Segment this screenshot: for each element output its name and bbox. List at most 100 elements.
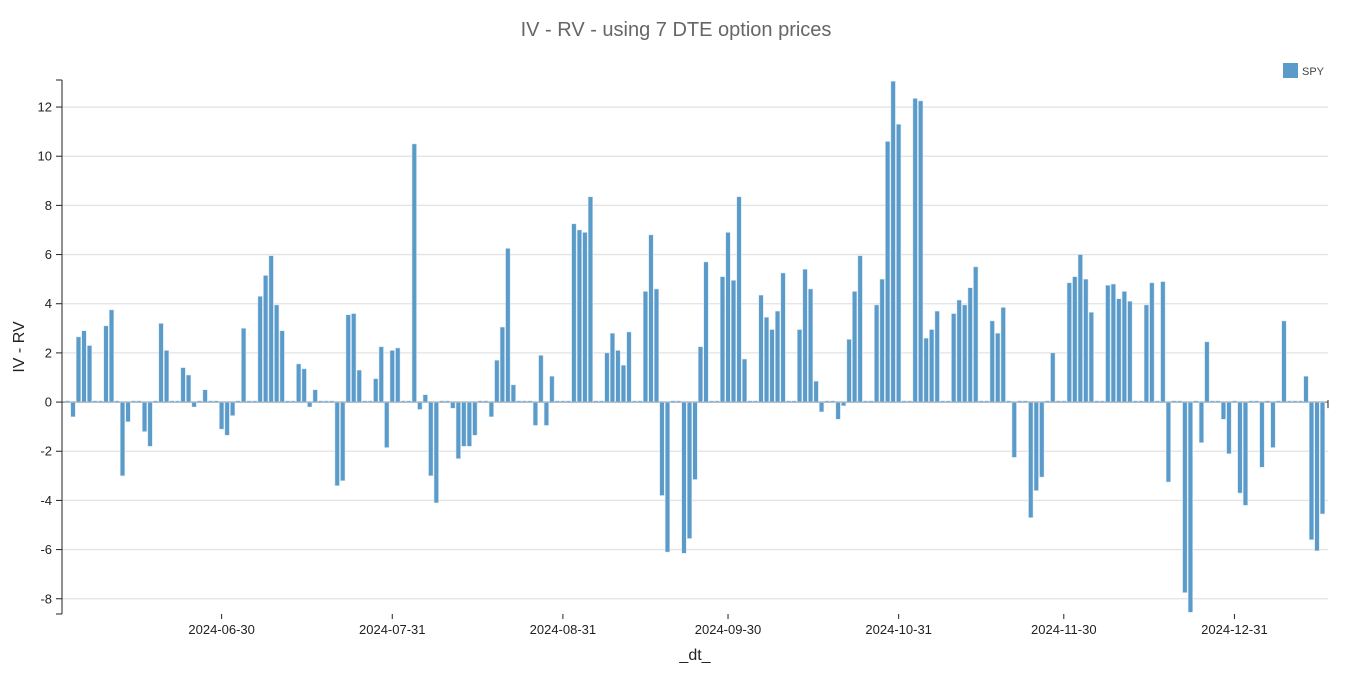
bar [334,401,340,486]
bar [406,400,412,403]
bar [483,400,489,403]
bar [1033,401,1039,491]
bar [356,369,362,403]
x-tick-label: 2024-07-31 [359,622,426,637]
bar [1072,276,1078,403]
x-tick-label: 2024-09-30 [695,622,762,637]
bar [1006,400,1012,403]
bar [1077,254,1083,403]
bar [863,400,869,403]
bar [285,400,291,403]
bar [543,401,549,426]
bar [775,310,781,403]
bar [698,346,704,403]
y-tick-label: 10 [38,149,52,164]
bar [989,320,995,403]
bar [257,296,263,403]
bar [142,401,148,432]
bar [362,400,368,403]
bars [65,80,1325,613]
bar [1039,401,1045,478]
bar [76,336,82,403]
bar [1050,352,1056,403]
bar [450,401,456,409]
bar [912,98,918,403]
bar [1308,401,1314,541]
bar [373,378,379,403]
bar [703,261,709,403]
bar [868,400,874,403]
bar [81,330,87,403]
bar [109,309,115,403]
bar [879,278,885,403]
bar [538,355,544,403]
bar [87,345,93,403]
bar [532,401,538,426]
bar [747,400,753,403]
bar [527,400,533,403]
chart-title: IV - RV - using 7 DTE option prices [521,19,832,41]
legend-swatch-spy [1283,63,1298,78]
bar [549,376,555,403]
bar [202,389,208,403]
bar [340,401,346,481]
bar [510,384,516,403]
bar [720,276,726,403]
bar [1220,401,1226,420]
bar [764,317,770,403]
bar [1270,401,1276,448]
bar [521,400,527,403]
bar [70,401,76,418]
bar [1055,400,1061,403]
bar [769,329,775,403]
y-tick-label: 4 [45,296,52,311]
y-tick-label: -2 [40,444,52,459]
bar [1242,401,1248,506]
bar [1083,278,1089,403]
bar [169,400,175,403]
bar [351,313,357,403]
bar [290,400,296,403]
bar [1176,400,1182,403]
bar [1275,400,1281,403]
bar [642,291,648,403]
bar [1182,401,1188,593]
bar [1105,285,1111,403]
bar [1132,400,1138,403]
bar [626,331,632,403]
bar [301,368,307,403]
bar [934,310,940,403]
bar [1154,400,1160,403]
bar [984,400,990,403]
bar [813,380,819,403]
bar [885,141,891,403]
x-tick-label: 2024-12-31 [1201,622,1268,637]
bar [395,347,401,403]
bar [576,229,582,403]
bar [307,401,313,408]
bar [1198,401,1204,443]
bar [147,401,153,447]
x-tick-label: 2024-08-31 [530,622,597,637]
bar [918,100,924,403]
bar [560,400,566,403]
bar [1143,304,1149,403]
bar [1160,281,1166,403]
bar [400,400,406,403]
legend[interactable]: SPY [1283,63,1325,78]
y-tick-label: 0 [45,395,52,410]
bar [808,288,814,403]
bar [978,400,984,403]
bar [318,400,324,403]
bar [830,400,836,403]
bar [604,352,610,403]
bar [653,288,659,403]
bar [786,400,792,403]
bar [615,350,621,403]
bar [1110,283,1116,403]
bar [230,401,236,416]
bar [620,364,626,403]
y-tick-label: 6 [45,247,52,262]
bar [1022,400,1028,403]
bar [1088,312,1094,403]
